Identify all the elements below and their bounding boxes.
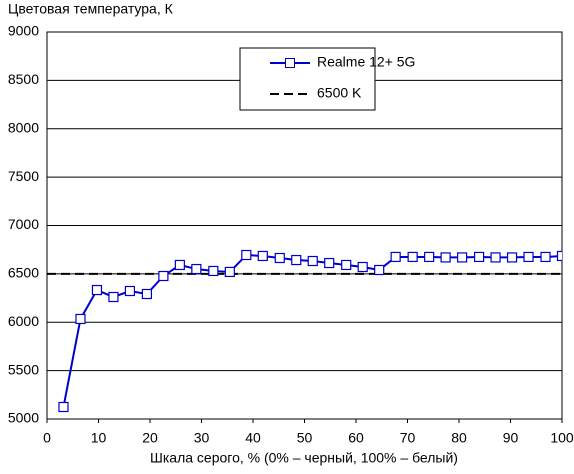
plot-area bbox=[47, 249, 562, 413]
marker bbox=[208, 265, 219, 277]
marker bbox=[158, 270, 169, 282]
y-tick-label: 7500 bbox=[8, 168, 39, 184]
legend-marker bbox=[285, 58, 295, 68]
y-tick-label: 8500 bbox=[8, 71, 39, 87]
x-axis-label: Шкала серого, % (0% – черный, 100% – бел… bbox=[150, 450, 458, 466]
x-tick-label: 10 bbox=[91, 430, 107, 446]
marker bbox=[556, 250, 562, 262]
marker bbox=[291, 254, 302, 266]
y-tick-label: 6500 bbox=[8, 265, 39, 281]
x-tick-label: 60 bbox=[348, 430, 364, 446]
marker bbox=[274, 252, 285, 264]
x-tick-label: 80 bbox=[451, 430, 467, 446]
marker bbox=[490, 252, 501, 263]
x-tick-label: 100 bbox=[550, 430, 574, 446]
marker bbox=[75, 313, 86, 325]
y-tick-label: 7000 bbox=[8, 216, 39, 232]
marker bbox=[58, 401, 69, 413]
marker bbox=[141, 288, 153, 300]
marker bbox=[424, 251, 435, 263]
marker bbox=[124, 285, 136, 297]
marker bbox=[456, 252, 468, 263]
y-tick-label: 6000 bbox=[8, 313, 39, 329]
x-tick-label: 20 bbox=[142, 430, 158, 446]
x-tick-label: 40 bbox=[245, 430, 261, 446]
marker bbox=[473, 251, 485, 263]
legend-box bbox=[239, 47, 376, 111]
x-tick-label: 70 bbox=[400, 430, 416, 446]
legend-label: Realme 12+ 5G bbox=[317, 54, 415, 70]
marker bbox=[324, 257, 335, 269]
y-tick-label: 5000 bbox=[8, 410, 39, 426]
marker bbox=[341, 259, 352, 271]
marker bbox=[506, 252, 518, 263]
marker bbox=[241, 249, 252, 261]
marker bbox=[540, 251, 551, 263]
marker bbox=[174, 259, 185, 271]
marker bbox=[374, 264, 385, 276]
y-tick-label: 9000 bbox=[8, 23, 39, 39]
marker bbox=[224, 266, 235, 278]
marker bbox=[191, 263, 202, 275]
legend-label: 6500 K bbox=[317, 85, 362, 101]
x-tick-label: 0 bbox=[43, 430, 51, 446]
x-tick-label: 30 bbox=[194, 430, 210, 446]
x-tick-label: 90 bbox=[503, 430, 519, 446]
marker bbox=[357, 261, 368, 273]
marker bbox=[440, 252, 451, 263]
marker bbox=[523, 251, 534, 263]
marker bbox=[307, 255, 318, 267]
marker bbox=[108, 291, 119, 303]
x-tick-label: 50 bbox=[297, 430, 313, 446]
marker bbox=[257, 250, 268, 262]
chart-title: Цветовая температура, К bbox=[8, 1, 174, 17]
marker bbox=[91, 284, 103, 296]
y-tick-label: 5500 bbox=[8, 361, 39, 377]
series-line bbox=[62, 253, 562, 408]
marker bbox=[390, 251, 401, 263]
plot-frame bbox=[46, 31, 563, 420]
marker bbox=[407, 251, 418, 263]
y-tick-label: 8000 bbox=[8, 119, 39, 135]
